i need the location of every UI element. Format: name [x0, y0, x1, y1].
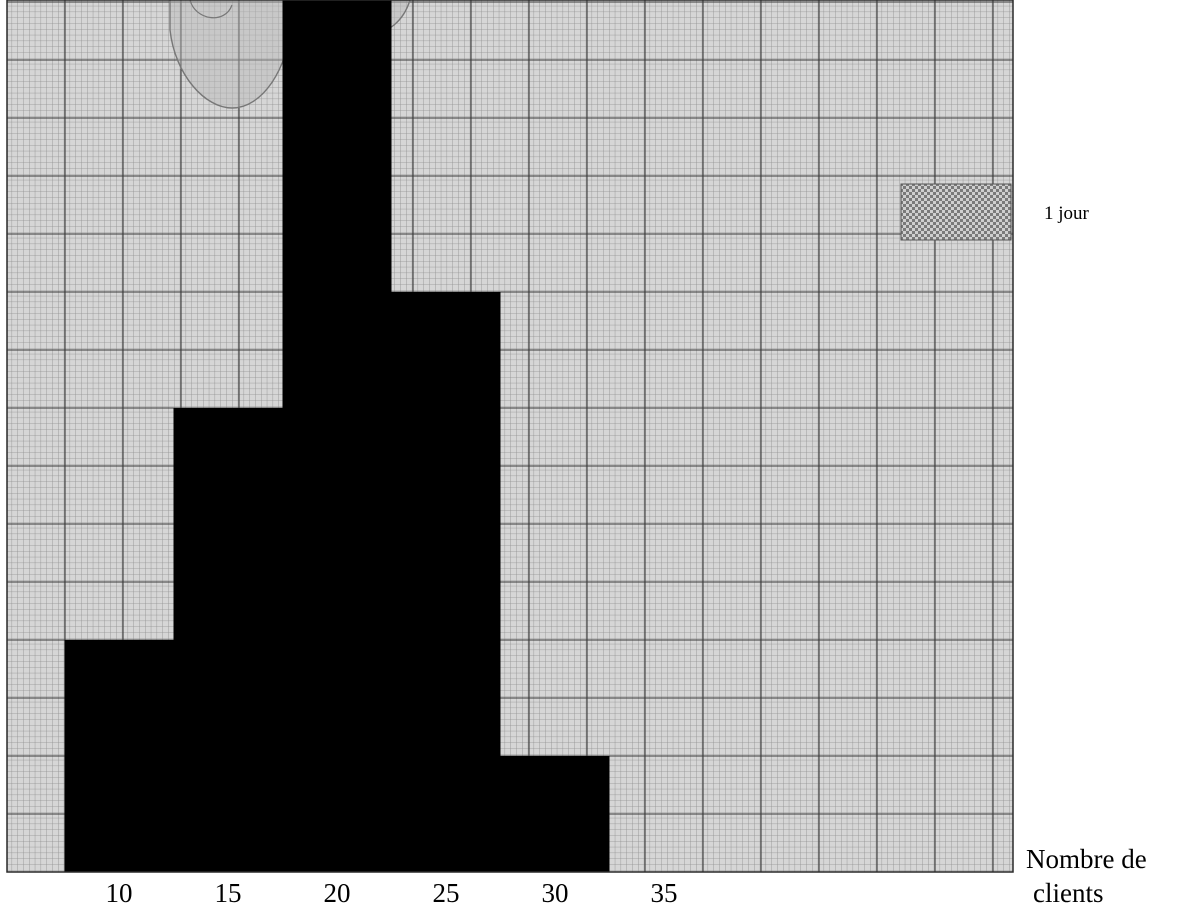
- legend-swatch: [900, 183, 1012, 241]
- x-tick-label: 15: [215, 878, 242, 908]
- x-axis-title-line-1: Nombre de: [1026, 844, 1147, 874]
- x-tick-label: 35: [651, 878, 678, 908]
- bars-group: [64, 0, 610, 872]
- decorative-shape-left-inner: [189, 0, 233, 19]
- x-tick-label: 20: [324, 878, 351, 908]
- histogram-bar-1: [64, 640, 174, 872]
- legend: 1 jour: [900, 183, 1090, 241]
- x-axis-title: Nombre de clients: [1026, 844, 1147, 908]
- histogram-bar-4: [391, 292, 501, 872]
- x-axis-title-line-2: clients: [1033, 878, 1103, 908]
- x-tick-label: 25: [433, 878, 460, 908]
- legend-label: 1 jour: [1044, 203, 1090, 224]
- major-grid: [7, 0, 1013, 872]
- histogram-bar-2: [173, 408, 283, 872]
- x-tick-label: 10: [106, 878, 133, 908]
- x-tick-label: 30: [542, 878, 569, 908]
- chart-frame: [6, 0, 1014, 873]
- histogram-bar-5: [500, 756, 610, 872]
- x-tick-labels: 10 15 20 25 30 35: [106, 878, 678, 908]
- histogram-bar-3: [282, 0, 392, 872]
